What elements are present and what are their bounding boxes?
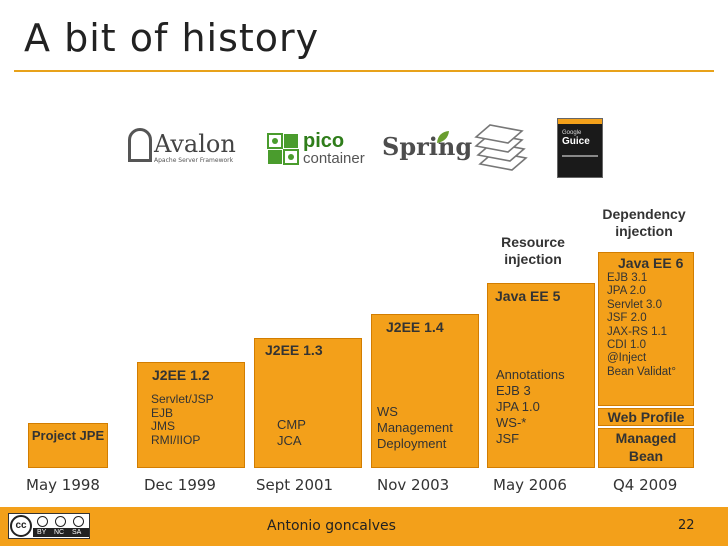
- step-notes: WS Management Deployment: [377, 404, 453, 452]
- book-title-line2: Guice: [562, 136, 590, 147]
- slide-title: A bit of history: [24, 16, 320, 60]
- license-icons: [35, 516, 87, 528]
- license-nc: NC: [54, 529, 65, 536]
- step-java-ee-5: Java EE 5 Annotations EJB 3 JPA 1.0 WS-*…: [487, 283, 595, 468]
- step-notes: Servlet/JSP EJB JMS RMI/IIOP: [151, 392, 214, 447]
- date-label: Dec 1999: [144, 476, 216, 494]
- note: Annotations: [496, 367, 565, 382]
- note: Deployment: [377, 436, 447, 451]
- note: WS-*: [496, 415, 527, 430]
- picocontainer-logo: pico container: [267, 130, 373, 170]
- pico-word2: container: [303, 150, 365, 167]
- cc-icon: cc: [10, 515, 32, 537]
- step-notes: Annotations EJB 3 JPA 1.0 WS-* JSF: [496, 367, 565, 447]
- avalon-name: Avalon: [154, 130, 236, 158]
- note: EJB 3.1: [607, 272, 648, 284]
- note: JSF: [496, 431, 520, 446]
- spring-logo: Spring: [382, 130, 472, 164]
- step-j2ee-1-3: J2EE 1.3 CMP JCA: [254, 338, 362, 468]
- note: JMS: [151, 419, 175, 433]
- note: JPA 2.0: [607, 285, 646, 298]
- note: @Inject: [607, 352, 647, 365]
- date-label: Nov 2003: [377, 476, 450, 494]
- footer-bar: [0, 507, 728, 546]
- date-label: May 2006: [493, 476, 567, 494]
- step-notes: EJB 3.1 JPA 2.0 Servlet 3.0 JSF 2.0 JAX-…: [607, 272, 676, 379]
- step-label: Java EE 6: [618, 255, 684, 271]
- managed-bean-box: Managed Bean: [598, 428, 694, 468]
- note: JPA 1.0: [496, 399, 540, 414]
- page-number: 22: [678, 518, 695, 533]
- step-j2ee-1-2: J2EE 1.2 Servlet/JSP EJB JMS RMI/IIOP: [137, 362, 245, 468]
- step-java-ee-6: Java EE 6 EJB 3.1 JPA 2.0 Servlet 3.0 JS…: [598, 252, 694, 406]
- step-project-jpe: Project JPE: [28, 423, 108, 468]
- spring-leaf-icon: [437, 131, 449, 143]
- license-strip: BY NC SA: [33, 528, 89, 537]
- note: EJB 3: [496, 383, 531, 398]
- managed-bean-label: Managed Bean: [615, 430, 677, 464]
- note: Servlet 3.0: [607, 298, 662, 311]
- note: JSF 2.0: [607, 312, 647, 325]
- sharealike-icon: [73, 516, 84, 527]
- step-label: J2EE 1.3: [265, 342, 323, 358]
- web-profile-label: Web Profile: [607, 409, 685, 425]
- noncommercial-icon: [55, 516, 66, 527]
- step-j2ee-1-4: J2EE 1.4 WS Management Deployment: [371, 314, 479, 468]
- note: RMI/IIOP: [151, 432, 201, 447]
- note: JCA: [277, 433, 302, 448]
- note: EJB: [151, 405, 174, 420]
- step-label: Project JPE: [31, 428, 105, 443]
- note: Management: [377, 420, 453, 435]
- license-sa: SA: [72, 529, 82, 536]
- date-label: Sept 2001: [256, 476, 334, 494]
- web-profile-box: Web Profile: [598, 408, 694, 426]
- note: CMP: [277, 417, 306, 432]
- step-label: J2EE 1.4: [386, 319, 444, 335]
- license-by: BY: [37, 529, 47, 536]
- title-underline: [14, 70, 714, 72]
- resource-injection-label: Resource injection: [501, 234, 565, 267]
- note: WS: [377, 404, 398, 419]
- attribution-icon: [37, 516, 48, 527]
- date-label: May 1998: [26, 476, 100, 494]
- stacked-layers-icon: [474, 124, 528, 171]
- pico-word1: pico: [303, 130, 345, 152]
- book-rule: [562, 155, 598, 157]
- note: JAX-RS 1.1: [607, 325, 668, 338]
- avalon-helmet-icon: [128, 128, 152, 162]
- creative-commons-badge: cc BY NC SA: [8, 513, 90, 539]
- footer-author: Antonio goncalves: [267, 518, 396, 534]
- pico-grid-icon: [267, 133, 299, 165]
- avalon-tagline: Apache Server Framework: [154, 157, 234, 164]
- note: Servlet/JSP: [151, 392, 214, 406]
- dependency-injection-label: Dependency injection: [602, 206, 686, 239]
- note: CDI 1.0: [607, 339, 646, 352]
- avalon-logo: Avalon Apache Server Framework: [128, 128, 236, 168]
- google-guice-book-cover: Google Guice: [557, 118, 603, 178]
- step-label: Java EE 5: [495, 288, 561, 304]
- date-label: Q4 2009: [613, 476, 678, 494]
- note: Bean Validat°: [607, 365, 676, 378]
- book-title-line1: Google: [562, 130, 582, 136]
- book-band: [558, 119, 602, 124]
- step-label: J2EE 1.2: [152, 367, 210, 383]
- step-notes: CMP JCA: [277, 417, 306, 449]
- spring-name: Spring: [382, 132, 473, 161]
